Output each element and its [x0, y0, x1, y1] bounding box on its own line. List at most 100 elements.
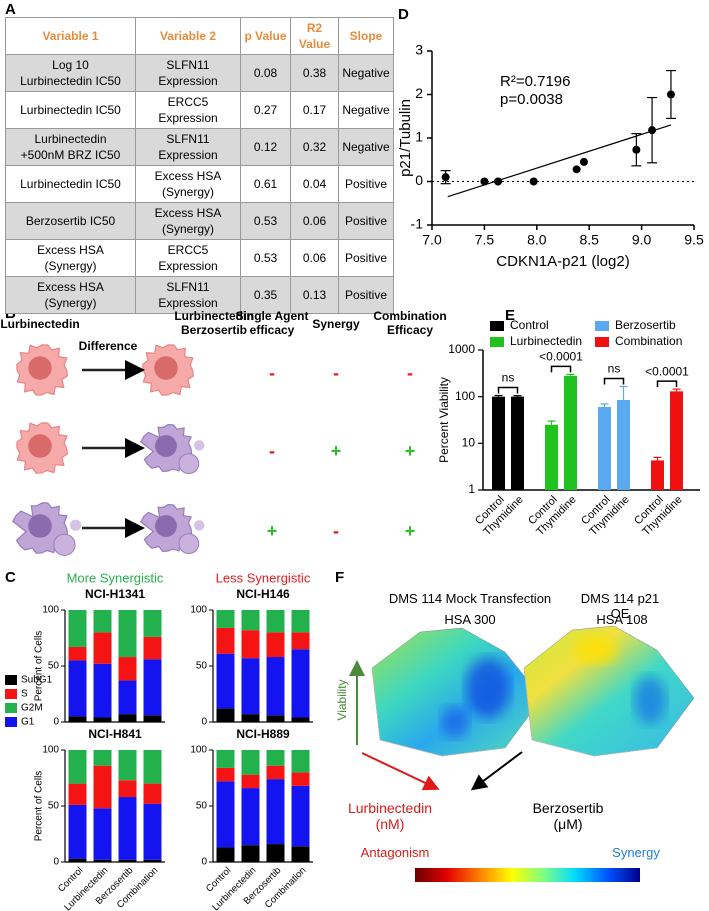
table-cell: Positive	[338, 165, 394, 203]
table-cell: ERCC5 Expression	[135, 91, 241, 129]
point	[529, 177, 538, 186]
y-tick-label: 0	[201, 857, 207, 868]
bar-segment	[291, 610, 310, 633]
bar-segment	[68, 858, 87, 862]
legend-swatch	[490, 321, 504, 331]
efficacy-sign: +	[405, 521, 416, 541]
bar-segment	[118, 610, 137, 658]
z-axis-label: Viability	[335, 679, 350, 721]
table-cell: Lurbinectedin IC50	[5, 165, 136, 203]
bar-segment	[241, 845, 260, 862]
bar-segment	[216, 847, 235, 862]
colorbar-high: Synergy	[612, 845, 660, 860]
y-tick-label: 10	[462, 436, 476, 450]
efficacy-sign: +	[267, 521, 278, 541]
bar-segment	[93, 859, 112, 862]
surface-left	[371, 627, 543, 757]
table-cell: 0.06	[290, 239, 339, 277]
header-cell: Variable 2	[135, 17, 241, 55]
bar-segment	[241, 630, 260, 659]
bar-segment	[291, 772, 310, 786]
bar-segment	[216, 781, 235, 848]
cell-icon	[12, 502, 82, 556]
point	[441, 173, 450, 182]
header-cell: Slope	[338, 17, 394, 55]
colorbar	[415, 868, 640, 882]
table-cell: 0.61	[240, 165, 291, 203]
efficacy-sign: -	[407, 363, 413, 383]
bar-segment	[118, 750, 137, 781]
bar-segment	[241, 788, 260, 846]
error-bar	[513, 395, 522, 397]
bar-segment	[266, 765, 285, 780]
bar-segment	[266, 657, 285, 716]
cell-nucleus	[154, 356, 178, 380]
significance-label: ns	[502, 371, 515, 385]
bar-segment	[118, 797, 137, 860]
x-tick-label: 8.0	[527, 232, 547, 248]
bar-segment	[93, 663, 112, 718]
point	[632, 145, 641, 154]
x-tick-label: 7.5	[475, 232, 495, 248]
colorbar-low: Antagonism	[360, 845, 430, 860]
header-cell: Variable 1	[5, 17, 136, 55]
table-cell: SLFN11 Expression	[135, 276, 241, 314]
bar-segment	[93, 808, 112, 860]
y-tick-label: 1	[468, 482, 475, 496]
legend-label: SubG1	[21, 675, 53, 686]
bar-segment	[143, 859, 162, 862]
diagram-header: Lurbinectedin Berzosertib	[174, 309, 254, 337]
table-cell: 0.06	[290, 202, 339, 240]
bar-segment	[118, 680, 137, 715]
y-tick-label: 1000	[448, 342, 475, 356]
cell-icon	[16, 344, 69, 396]
bar-segment	[266, 750, 285, 766]
chart-subtitle: Less Synergistic	[216, 570, 311, 585]
error-bar	[672, 388, 681, 392]
table-row: Lurbinectedin IC50 Excess HSA (Synergy) 0.…	[5, 165, 394, 203]
surface-hsa: HSA 108	[596, 612, 648, 627]
chart-title: NCI-H889	[236, 727, 290, 741]
chart-title: NCI-H841	[88, 727, 142, 741]
bar-segment	[216, 627, 235, 654]
cell-fragment	[194, 520, 205, 531]
efficacy-sign: -	[269, 441, 275, 461]
bar-segment	[143, 750, 162, 784]
point	[480, 177, 489, 186]
trend-line	[447, 124, 672, 198]
panel-label: D	[398, 6, 409, 23]
diagram-header: Combination Efficacy	[373, 309, 447, 337]
table-cell: 0.12	[240, 128, 291, 166]
y-tick-label: 3	[415, 42, 423, 58]
surface-title: DMS 114 p21 OE	[580, 591, 660, 621]
table-cell: Excess HSA (Synergy)	[5, 239, 136, 277]
bar-segment	[291, 632, 310, 650]
table-row: Log 10 Lurbinectedin IC50 SLFN11 Expressi…	[5, 54, 394, 92]
efficacy-sign: -	[269, 363, 275, 383]
cell-fragment	[194, 440, 205, 451]
legend-swatch	[490, 337, 504, 347]
y-axis-label: p21/Tubulin	[397, 99, 414, 177]
berzosertib-arrow	[470, 751, 523, 791]
y-tick-label: 100	[190, 745, 207, 756]
x-axis-label: CDKN1A-p21 (log2)	[496, 253, 629, 270]
cell-nucleus	[155, 435, 177, 457]
table-cell: 0.04	[290, 165, 339, 203]
surface-hsa: HSA 300	[444, 612, 496, 627]
table-cell: 0.27	[240, 91, 291, 129]
bar-segment	[291, 846, 310, 862]
table-cell: 0.32	[290, 128, 339, 166]
y-axis-label: Percent Viability	[437, 377, 451, 463]
table-cell: Positive	[338, 202, 394, 240]
error-bar	[619, 385, 628, 400]
bar-segment	[216, 653, 235, 709]
significance-label: <0.0001	[539, 350, 583, 364]
cell-icon	[140, 423, 205, 474]
table-cell: Positive	[338, 276, 394, 314]
cell-nucleus	[155, 515, 177, 537]
bar-segment	[143, 659, 162, 716]
table-cell: 0.17	[290, 91, 339, 129]
table-row: Lurbinectedin +500nM BRZ IC50 SLFN11 Expr…	[5, 128, 394, 166]
